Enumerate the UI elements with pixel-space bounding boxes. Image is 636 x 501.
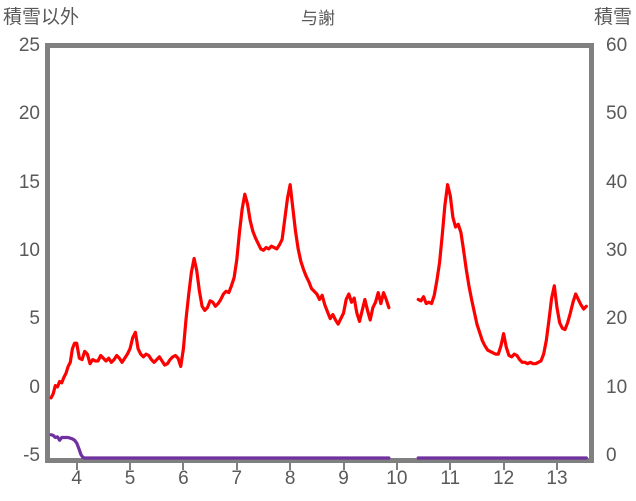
y-axis-left-tick: 10 (18, 240, 40, 261)
x-axis-tick: 13 (546, 468, 568, 489)
x-axis-tick: 11 (440, 468, 461, 489)
x-axis-tick: 4 (71, 468, 82, 489)
y-axis-right-tick: 20 (606, 308, 628, 330)
x-axis-tickmark (129, 463, 132, 470)
y-axis-left-tick: 25 (18, 35, 40, 56)
x-axis-tickmark (289, 463, 292, 470)
y-axis-right-tick: 0 (606, 445, 617, 466)
y-axis-left-tick: 0 (29, 376, 40, 398)
y-axis-right-tick: 30 (606, 240, 628, 261)
y-axis-right-tick: 50 (606, 103, 628, 125)
y-axis-left-tick: 5 (29, 308, 40, 330)
x-axis-tickmark (502, 463, 505, 470)
y-axis-right-tick: 10 (606, 376, 628, 398)
x-axis-tick: 9 (338, 468, 349, 489)
x-axis-tickmark (555, 463, 558, 470)
right-axis-title: 積雪 (593, 7, 632, 28)
y-axis-right-tick: 60 (606, 35, 628, 56)
y-axis-right-tick: 40 (606, 171, 628, 193)
page-title: 与謝 (301, 9, 335, 28)
x-axis-tickmark (182, 463, 185, 470)
x-axis-tick: 12 (493, 468, 515, 489)
x-axis-tickmark (75, 463, 78, 470)
y-axis-left-tick: -5 (23, 445, 40, 466)
y-axis-left-tick: 15 (18, 171, 40, 193)
plot-frame (45, 43, 594, 463)
data-series-layer (49, 183, 588, 460)
x-axis-tick: 8 (284, 468, 296, 489)
x-axis-tick: 6 (178, 468, 189, 489)
x-axis-tick: 7 (231, 468, 243, 489)
y-axis-left-labels: 25 20 15 10 5 0 -5 (0, 0, 40, 501)
x-axis-tickmark (449, 463, 452, 470)
x-axis-tick: 10 (386, 468, 408, 489)
x-axis-tick: 5 (124, 468, 136, 489)
plot-area (45, 43, 594, 463)
y-axis-left-tick: 20 (18, 103, 40, 125)
left-axis-title: 積雪以外 (3, 7, 80, 28)
x-axis-tickmark (235, 463, 238, 470)
x-axis-tickmark (342, 463, 345, 470)
y-axis-right-labels: 60 50 40 30 20 10 0 (600, 0, 636, 501)
x-axis-tickmark (395, 463, 398, 470)
